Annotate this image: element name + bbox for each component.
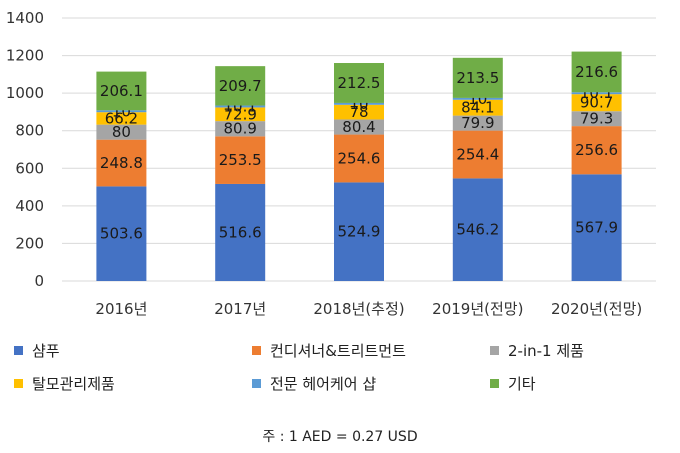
legend-row: 탈모관리제품 전문 헤어케어 샵 기타: [14, 367, 674, 400]
data-label: 253.5: [219, 151, 262, 169]
y-tick-label: 400: [15, 197, 44, 215]
legend-row: 샴푸 컨디셔너&트리트먼트 2-in-1 제품: [14, 334, 674, 367]
bar-segment: [96, 124, 147, 140]
data-label: 546.2: [456, 221, 499, 239]
bar-segment: [571, 111, 622, 127]
bar-segment: [334, 104, 384, 120]
bar-segment: [334, 119, 384, 135]
currency-note: 주 : 1 AED = 0.27 USD: [262, 429, 418, 445]
legend-item-salon: 전문 헤어케어 샵: [252, 373, 490, 394]
data-label: 254.4: [456, 145, 499, 163]
bar-segment: [215, 136, 266, 184]
legend-label-salon: 전문 헤어케어 샵: [270, 375, 377, 393]
bar-segment: [571, 92, 622, 95]
data-label: 79.9: [461, 114, 494, 132]
legend-item-other: 기타: [490, 373, 670, 394]
legend-swatch-2in1: [490, 346, 499, 355]
data-label: 79.3: [580, 110, 613, 128]
data-label: 503.6: [100, 225, 143, 243]
y-tick-label: 0: [34, 272, 44, 290]
bar-segment: [215, 66, 266, 106]
data-label: 80.4: [342, 118, 375, 136]
x-tick-label: 2020년(전망): [551, 300, 642, 318]
data-label: 78: [349, 103, 368, 121]
y-tick-label: 800: [15, 122, 44, 140]
data-label: 567.9: [575, 219, 618, 237]
bar-segment: [96, 139, 147, 187]
bar-segment: [452, 178, 503, 281]
legend: 샴푸 컨디셔너&트리트먼트 2-in-1 제품 탈모관리제품 전문 헤어케어 샵…: [14, 334, 674, 400]
legend-label-shampoo: 샴푸: [32, 342, 60, 360]
legend-label-other: 기타: [508, 375, 536, 393]
bar-segment: [452, 57, 503, 98]
bar-segment: [96, 186, 147, 281]
y-tick-label: 600: [15, 159, 44, 177]
legend-item-conditioner: 컨디셔너&트리트먼트: [252, 340, 490, 361]
legend-swatch-conditioner: [252, 346, 261, 355]
legend-item-2in1: 2-in-1 제품: [490, 340, 670, 361]
y-tick-label: 1200: [6, 47, 44, 65]
bar-segment: [215, 107, 266, 122]
data-label: 254.6: [338, 149, 381, 167]
x-tick-label: 2018년(추정): [313, 300, 404, 318]
bar-segment: [96, 112, 147, 125]
stacked-bar-chart: 0 200 400 600 800 1000 1200 1400 503.6 248.8 8066.…: [6, 9, 656, 318]
data-label: 90.7: [580, 94, 613, 112]
legend-item-hair-loss: 탈모관리제품: [14, 373, 252, 394]
legend-label-2in1: 2-in-1 제품: [508, 342, 584, 360]
legend-item-shampoo: 샴푸: [14, 340, 252, 361]
bar-segment: [571, 174, 622, 281]
x-tick-label: 2017년: [214, 300, 266, 318]
data-label: 213.5: [456, 69, 499, 87]
bar-segment: [452, 130, 503, 179]
x-tick-label: 2016년: [95, 300, 147, 318]
legend-swatch-salon: [252, 379, 261, 388]
bar-segment: [334, 102, 384, 105]
bar-segment: [96, 110, 147, 113]
legend-swatch-other: [490, 379, 499, 388]
data-label: 212.5: [338, 74, 381, 92]
data-label: 256.6: [575, 141, 618, 159]
data-label: 206.1: [100, 82, 143, 100]
bar-segment: [96, 71, 147, 111]
data-label: 516.6: [219, 223, 262, 241]
bar-segment: [571, 94, 622, 112]
bar-segment: [571, 126, 622, 175]
x-tick-label: 2019년(전망): [432, 300, 523, 318]
bar-segment: [334, 134, 384, 183]
data-label: 209.7: [219, 77, 262, 95]
y-tick-label: 200: [15, 234, 44, 252]
data-label: 80.9: [223, 120, 256, 138]
legend-swatch-shampoo: [14, 346, 23, 355]
y-tick-label: 1400: [6, 9, 44, 27]
bar-segment: [452, 97, 503, 100]
bar-segment: [334, 182, 384, 281]
y-tick-label: 1000: [6, 84, 44, 102]
data-label: 66.2: [105, 109, 138, 127]
bar-segment: [215, 105, 266, 108]
data-label: 248.8: [100, 154, 143, 172]
data-label: 524.9: [338, 223, 381, 241]
bar-segment: [571, 51, 622, 93]
data-label: 216.6: [575, 63, 618, 81]
legend-label-hair-loss: 탈모관리제품: [32, 375, 115, 393]
legend-label-conditioner: 컨디셔너&트리트먼트: [270, 342, 406, 360]
legend-swatch-hair-loss: [14, 379, 23, 388]
bar-segment: [334, 63, 384, 103]
bar-segment: [452, 115, 503, 131]
data-label: 80: [112, 123, 131, 141]
data-label: 72.9: [223, 105, 256, 123]
data-label: 84.1: [461, 99, 494, 117]
bar-segment: [215, 121, 266, 137]
bar-segment: [452, 99, 503, 116]
bar-segment: [215, 183, 266, 281]
